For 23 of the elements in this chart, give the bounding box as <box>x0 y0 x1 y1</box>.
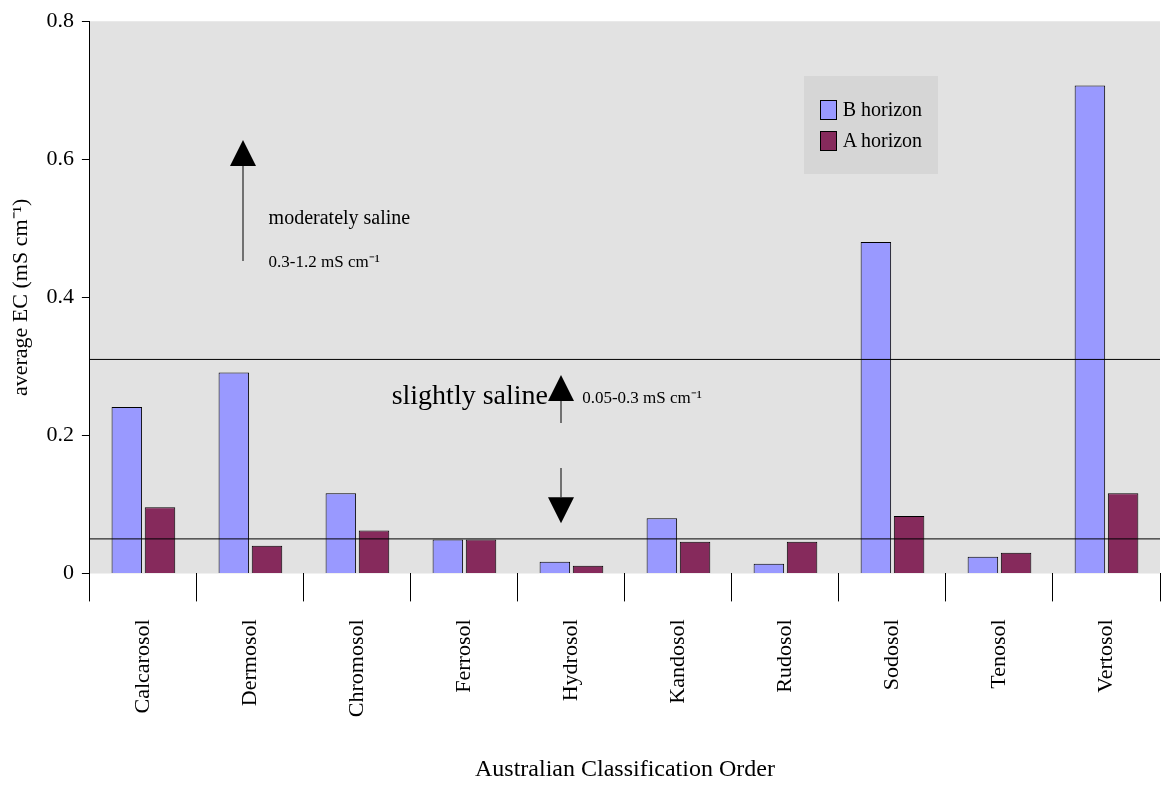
x-tick-label: Ferrosol <box>450 619 476 693</box>
x-tick-label: Calcarosol <box>129 619 155 714</box>
y-tick-label: 0 <box>62 559 74 585</box>
x-tick-label: Kandosol <box>664 619 690 704</box>
y-axis-title: average EC (mS cm⁻¹) <box>6 198 32 397</box>
y-tick-label: 0.4 <box>46 283 74 309</box>
x-tick-label: Rudosol <box>771 619 797 693</box>
legend-label: A horizon <box>842 129 923 153</box>
x-tick-label: Vertosol <box>1092 619 1118 693</box>
x-axis-title: Australian Classification Order <box>474 754 775 781</box>
annotation: moderately saline <box>268 205 411 229</box>
annotation: slightly saline <box>391 379 548 411</box>
y-tick-label: 0.2 <box>46 421 74 447</box>
annotation: 0.05-0.3 mS cm⁻¹ <box>582 387 702 407</box>
x-tick-label: Hydrosol <box>557 619 583 702</box>
legend-label: B horizon <box>842 98 923 122</box>
x-tick-label: Tenosol <box>985 619 1011 689</box>
x-tick-label: Sodosol <box>878 619 904 691</box>
x-tick-label: Chromosol <box>343 619 369 718</box>
annotation: 0.3-1.2 mS cm⁻¹ <box>268 251 380 271</box>
y-tick-label: 0.8 <box>46 6 74 32</box>
y-tick-label: 0.6 <box>46 145 74 171</box>
x-tick-label: Dermosol <box>236 619 262 707</box>
